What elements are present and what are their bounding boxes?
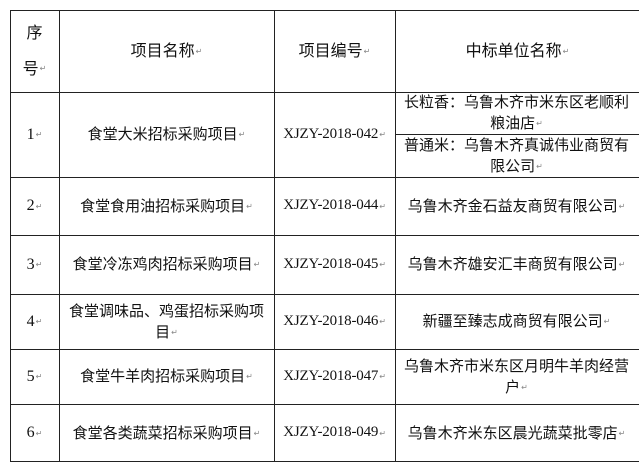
row-divider (10, 92, 639, 93)
cell-seq-text: 5 (27, 366, 43, 388)
header-winner: 中标单位名称 (395, 10, 639, 92)
cell-winner: 乌鲁木齐市米东区月明牛羊肉经营户 (395, 349, 638, 404)
cell-seq: 6 (10, 404, 59, 462)
cell-seq-text: 3 (27, 254, 43, 276)
cell-project-code-text: XJZY-2018-044 (283, 195, 385, 216)
cell-project-name: 食堂调味品、鸡蛋招标采购项目 (59, 294, 274, 349)
cell-project-code: XJZY-2018-045 (274, 235, 395, 294)
header-seq-line1: 序 (26, 22, 43, 42)
header-seq-line2: 号 (23, 51, 47, 88)
cell-winner-text: 乌鲁木齐金石益友商贸有限公司 (408, 196, 626, 217)
row-divider (10, 235, 639, 236)
cell-seq-text: 4 (27, 311, 43, 333)
cell-project-name-text: 食堂牛羊肉招标采购项目 (80, 366, 253, 387)
cell-project-code: XJZY-2018-049 (274, 404, 395, 462)
bid-results-table (10, 10, 639, 462)
cell-winner: 长粒香：乌鲁木齐市米东区老顺利粮油店 (395, 92, 638, 134)
row-divider (10, 349, 639, 350)
cell-project-code-text: XJZY-2018-049 (283, 422, 385, 443)
cell-project-name: 食堂冷冻鸡肉招标采购项目 (59, 235, 274, 294)
cell-winner: 新疆至臻志成商贸有限公司 (395, 294, 638, 349)
cell-project-code-text: XJZY-2018-042 (283, 124, 385, 145)
row-divider (10, 294, 639, 295)
cell-project-code-text: XJZY-2018-046 (283, 311, 385, 332)
cell-project-name-text: 食堂食用油招标采购项目 (80, 196, 253, 217)
cell-winner-text: 乌鲁木齐雄安汇丰商贸有限公司 (408, 254, 626, 275)
cell-winner-text: 新疆至臻志成商贸有限公司 (423, 311, 611, 332)
cell-winner: 普通米：乌鲁木齐真诚伟业商贸有限公司 (395, 134, 638, 177)
cell-project-code: XJZY-2018-047 (274, 349, 395, 404)
row-divider (10, 404, 639, 405)
cell-seq-text: 2 (27, 195, 43, 217)
cell-seq-text: 1 (27, 124, 43, 146)
cell-project-code-text: XJZY-2018-045 (283, 254, 385, 275)
header-project-name: 项目名称 (59, 10, 274, 92)
cell-winner-text: 乌鲁木齐市米东区月明牛羊肉经营户 (401, 356, 632, 398)
cell-project-name: 食堂牛羊肉招标采购项目 (59, 349, 274, 404)
cell-seq: 2 (10, 177, 59, 235)
column-divider (395, 10, 396, 462)
cell-winner: 乌鲁木齐金石益友商贸有限公司 (395, 177, 638, 235)
cell-winner: 乌鲁木齐雄安汇丰商贸有限公司 (395, 235, 638, 294)
cell-seq-text: 6 (27, 422, 43, 444)
cell-winner-text: 乌鲁木齐米东区晨光蔬菜批零店 (408, 423, 626, 444)
header-project-code: 项目编号 (274, 10, 395, 92)
cell-seq: 1 (10, 92, 59, 177)
cell-project-code: XJZY-2018-042 (274, 92, 395, 177)
row-divider (10, 177, 639, 178)
cell-seq: 5 (10, 349, 59, 404)
cell-winner-text: 长粒香：乌鲁木齐市米东区老顺利粮油店 (401, 92, 632, 134)
cell-project-name: 食堂各类蔬菜招标采购项目 (59, 404, 274, 462)
cell-project-name-text: 食堂冷冻鸡肉招标采购项目 (73, 254, 261, 275)
cell-project-name-text: 食堂大米招标采购项目 (88, 124, 246, 145)
cell-project-code: XJZY-2018-044 (274, 177, 395, 235)
cell-seq: 3 (10, 235, 59, 294)
cell-project-name-text: 食堂各类蔬菜招标采购项目 (73, 423, 261, 444)
cell-project-code: XJZY-2018-046 (274, 294, 395, 349)
column-divider (59, 10, 60, 462)
cell-project-name: 食堂大米招标采购项目 (59, 92, 274, 177)
cell-project-name-text: 食堂调味品、鸡蛋招标采购项目 (69, 301, 264, 343)
cell-project-code-text: XJZY-2018-047 (283, 366, 385, 387)
cell-winner-text: 普通米：乌鲁木齐真诚伟业商贸有限公司 (401, 135, 632, 177)
cell-winner: 乌鲁木齐米东区晨光蔬菜批零店 (395, 404, 638, 462)
cell-seq: 4 (10, 294, 59, 349)
cell-project-name: 食堂食用油招标采购项目 (59, 177, 274, 235)
header-seq: 序 号 (10, 10, 59, 92)
column-divider (274, 10, 275, 462)
